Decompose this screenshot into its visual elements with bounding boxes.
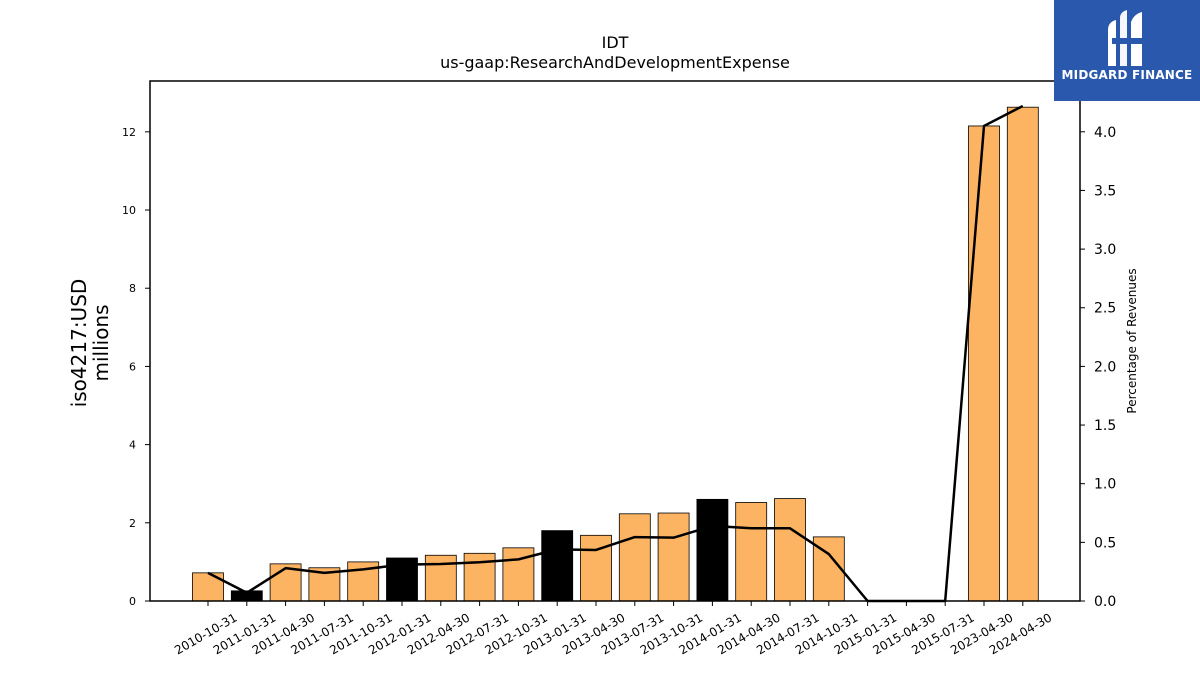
y-axis-label-line: millions <box>89 304 113 381</box>
y2-tick-label: 1.0 <box>1094 477 1116 493</box>
y-axis-label: iso4217:USDmillions <box>67 279 113 408</box>
bar <box>968 125 1000 602</box>
bar <box>657 512 690 602</box>
bar-series <box>192 106 1039 602</box>
brand-logo: MIDGARD FINANCE <box>1054 0 1200 101</box>
brand-name: MIDGARD FINANCE <box>1061 68 1193 82</box>
midgard-logo-icon <box>1108 10 1142 66</box>
bar <box>541 530 574 602</box>
y2-tick-label: 0.5 <box>1094 535 1116 551</box>
right-axis-ticks: 0.0 0.5 1.0 1.5 2.0 2.5 3.0 3.5 4.0 <box>1080 125 1116 610</box>
bar <box>774 498 806 602</box>
y-tick-label: 10 <box>122 204 136 217</box>
y2-axis-label: Percentage of Revenues <box>1125 268 1139 413</box>
bar <box>696 498 729 602</box>
line-series <box>207 104 1024 603</box>
bar <box>424 554 457 602</box>
y2-tick-label: 0.0 <box>1094 594 1116 610</box>
y2-tick-label: 1.5 <box>1094 418 1116 434</box>
plot-frame <box>149 80 1081 602</box>
y2-tick-label: 4.0 <box>1094 125 1116 141</box>
y-tick-label: 4 <box>129 439 136 452</box>
y-tick-label: 6 <box>129 360 136 373</box>
y2-tick-label: 3.5 <box>1094 183 1116 199</box>
y2-tick-label: 2.0 <box>1094 359 1116 375</box>
bar <box>618 513 651 602</box>
y-tick-label: 2 <box>129 517 136 530</box>
y2-tick-label: 3.0 <box>1094 242 1116 258</box>
left-axis-ticks: 0 2 4 6 8 10 12 <box>122 126 150 608</box>
percentage-line <box>207 104 1024 603</box>
y-tick-label: 8 <box>129 282 136 295</box>
chart-title: IDT <box>602 33 629 52</box>
x-axis-ticks: 2010-10-312011-01-312011-04-302011-07-31… <box>172 601 1054 657</box>
y-tick-label: 0 <box>129 595 136 608</box>
chart-subtitle: us-gaap:ResearchAndDevelopmentExpense <box>440 53 790 72</box>
y-axis-label-line: iso4217:USD <box>67 279 91 408</box>
y2-tick-label: 2.5 <box>1094 301 1116 317</box>
bar <box>735 502 768 602</box>
y-tick-label: 12 <box>122 126 136 139</box>
bar <box>1006 106 1039 602</box>
